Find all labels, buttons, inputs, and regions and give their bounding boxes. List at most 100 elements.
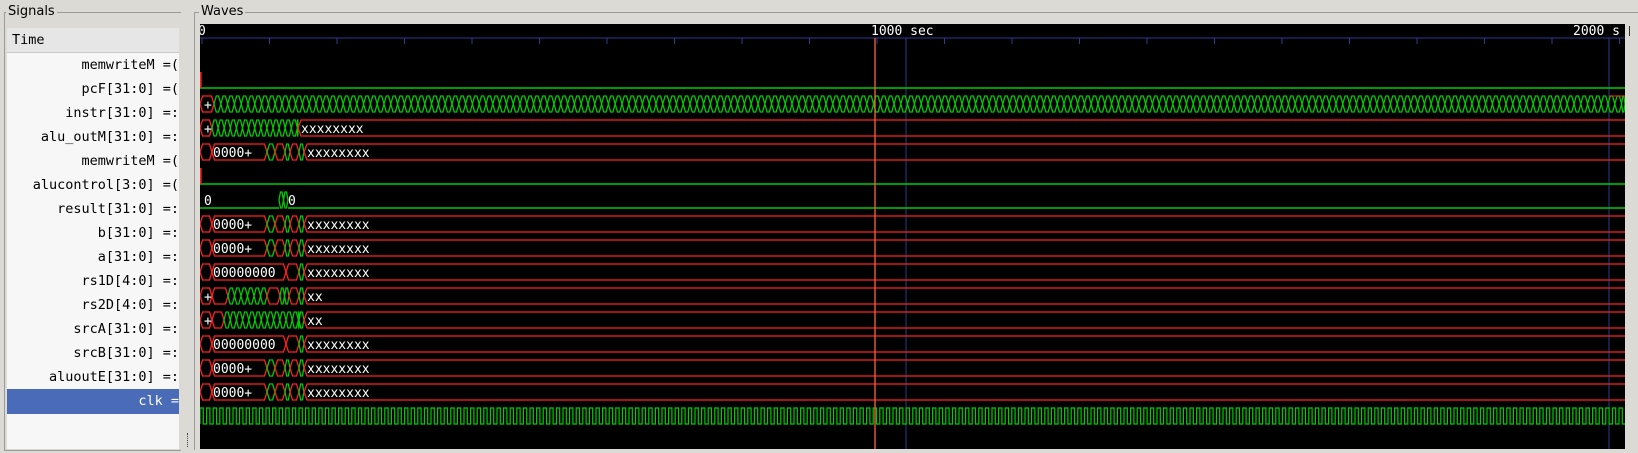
bus-wave-unknown (199, 239, 213, 257)
splitter-grip-icon[interactable] (187, 433, 190, 447)
signal-row[interactable]: memwriteM =( (81, 57, 179, 73)
bus-wave-unknown (199, 263, 213, 281)
bus-wave-segment (274, 143, 286, 161)
wave-value-label: 0000+ (213, 362, 252, 377)
time-label-start: 0 (200, 24, 206, 39)
bus-wave-unknown (297, 119, 1625, 137)
bus-wave-burst (284, 215, 291, 233)
wave-value-label: xxxxxxxx (301, 122, 364, 137)
bus-wave-segment (285, 263, 300, 281)
clock-wave (199, 407, 1625, 425)
wave-value-label: xxxxxxxx (307, 338, 370, 353)
bus-wave-burst (298, 143, 305, 161)
time-label-mid: 1000 sec (871, 24, 934, 39)
bus-wave-segment (274, 359, 286, 377)
bus-wave-segment (289, 383, 300, 401)
wave-value-label: + (204, 122, 212, 137)
bus-wave-unknown (303, 335, 1625, 353)
bus-wave-burst (284, 359, 291, 377)
wave-value-label: xxxxxxxx (307, 266, 370, 281)
signal-row[interactable]: rs1D[4:0] =: (81, 273, 179, 289)
bus-wave-segment (274, 215, 286, 233)
bus-wave-burst (298, 383, 305, 401)
bus-wave-segment (274, 383, 286, 401)
wave-value-label: 0000+ (213, 242, 252, 257)
time-column-header[interactable]: Time (7, 28, 179, 53)
signals-panel-title: Signals (6, 4, 57, 19)
wave-value-label: 0 (204, 194, 212, 209)
time-label-end: 2000 s (1573, 24, 1620, 39)
bus-wave-segment (211, 287, 229, 305)
bus-wave-segment (289, 359, 300, 377)
signal-row[interactable]: result[31:0] =: (57, 201, 179, 217)
wave-value-label: 0 (288, 194, 296, 209)
bus-wave-unknown (199, 359, 213, 377)
signal-row[interactable]: alucontrol[3:0] =( (32, 177, 179, 193)
wave-value-label: + (204, 314, 212, 329)
signal-row[interactable]: pcF[31:0] =( (81, 81, 179, 97)
bus-wave-burst (266, 215, 276, 233)
bus-wave-burst (211, 119, 299, 137)
signal-row[interactable]: alu_outM[31:0] =: (40, 129, 179, 145)
bus-wave-burst (223, 311, 300, 329)
bus-wave-burst (227, 287, 268, 305)
bus-wave-segment (211, 311, 225, 329)
signal-row[interactable]: rs2D[4:0] =: (81, 297, 179, 313)
bus-wave-unknown (199, 383, 213, 401)
bus-wave-segment (285, 335, 300, 353)
bus-wave-burst (266, 383, 276, 401)
wave-value-label: 0000+ (213, 146, 252, 161)
scroll-edge-icon[interactable] (1629, 26, 1634, 36)
wave-value-label: 0000+ (213, 218, 252, 233)
signal-row[interactable]: b[31:0] =: (97, 225, 179, 241)
bus-wave-burst (298, 311, 305, 329)
wave-value-label: 0000+ (213, 386, 252, 401)
bus-wave-unknown (303, 287, 1625, 305)
signal-row[interactable]: aluoutE[31:0] =: (48, 369, 179, 385)
bus-wave-dense (213, 95, 1626, 113)
wave-value-label: xxxxxxxx (307, 218, 370, 233)
wave-value-label: xxxxxxxx (307, 242, 370, 257)
bus-wave-burst (298, 335, 305, 353)
bus-wave-unknown (199, 335, 213, 353)
waves-canvas[interactable]: 0 1000 sec 2000 s + + xxxxxxxx 0000+ xxxxxxxx 0 0… (198, 24, 1626, 449)
bus-wave-burst (298, 215, 305, 233)
bus-wave-segment (289, 215, 300, 233)
wave-value-label: xxxxxxxx (307, 362, 370, 377)
bus-wave-burst (284, 239, 291, 257)
signal-row[interactable]: instr[31:0] =: (65, 105, 179, 121)
bus-wave-unknown (303, 359, 1625, 377)
signals-list[interactable]: Time memwriteM =( pcF[31:0] =( instr[31:0]… (7, 28, 179, 449)
signal-row[interactable]: memwriteM =( (81, 153, 179, 169)
wave-value-label: + (204, 290, 212, 305)
bus-wave-unknown (303, 143, 1625, 161)
bus-wave-unknown (303, 239, 1625, 257)
nibble-wave-pulse (278, 191, 289, 209)
wave-value-label: 00000000 (213, 338, 276, 353)
signal-row[interactable]: clk = (7, 389, 179, 414)
signal-row[interactable]: srcB[31:0] =: (73, 345, 179, 361)
bus-wave-segment (289, 239, 300, 257)
wave-value-label: xxxxxxxx (307, 146, 370, 161)
bus-wave-segment (288, 287, 300, 305)
bus-wave-burst (298, 287, 305, 305)
wave-value-label: xxxxxxxx (307, 386, 370, 401)
bus-wave-unknown (199, 215, 213, 233)
bus-wave-burst (266, 359, 276, 377)
bus-wave-burst (284, 143, 291, 161)
wave-value-label: + (204, 98, 212, 113)
bus-wave-burst (279, 287, 290, 305)
bus-wave-segment (289, 143, 300, 161)
signal-row[interactable]: srcA[31:0] =: (73, 321, 179, 337)
bus-wave-unknown (303, 263, 1625, 281)
bus-wave-burst (284, 383, 291, 401)
bus-wave-burst (266, 143, 276, 161)
signal-row[interactable]: a[31:0] =: (97, 249, 179, 265)
panel-splitter[interactable] (181, 12, 191, 449)
bus-wave-segment (266, 287, 281, 305)
bus-wave-unknown (303, 383, 1625, 401)
bus-wave-burst (298, 239, 305, 257)
bus-wave-unknown (303, 311, 1625, 329)
bus-wave-burst (298, 263, 305, 281)
